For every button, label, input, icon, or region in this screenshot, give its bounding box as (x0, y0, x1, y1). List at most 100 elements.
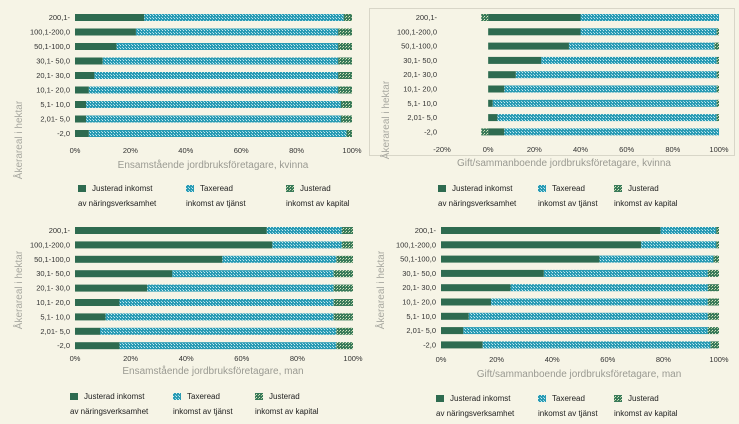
y-tick-label: 10,1- 20,0 (36, 298, 70, 307)
y-axis-label: Åkerareal i hektar (374, 250, 387, 329)
x-tick-label: 40% (178, 146, 193, 155)
bar-capital (343, 14, 352, 21)
bar-capital (333, 284, 353, 292)
legend-label-service: Taxeread (552, 394, 585, 403)
y-axis-label: Åkerareal i hektar (379, 80, 392, 159)
bar-capital (336, 255, 353, 263)
x-axis-title: Ensamstående jordbruksföretagare, man (122, 365, 303, 377)
legend-label-service-2: inkomst av tjänst (186, 199, 246, 208)
x-tick-label: 60% (234, 146, 249, 155)
legend-swatch-service (173, 393, 181, 400)
y-tick-label: 100,1-200,0 (30, 28, 70, 37)
y-tick-label: 10,1- 20,0 (403, 85, 437, 94)
bar-service (641, 241, 717, 249)
x-tick-label: 40% (573, 145, 588, 154)
x-tick-label: 0% (436, 355, 447, 364)
bar-capital (716, 114, 719, 122)
legend-swatch-business (436, 395, 444, 402)
bar-business (75, 270, 173, 278)
y-tick-label: 50,1-100,0 (34, 255, 70, 264)
legend-swatch-business (70, 393, 78, 400)
bar-business (488, 128, 505, 136)
legend-swatch-business (78, 185, 86, 192)
x-tick-label: 40% (179, 354, 194, 363)
legend: Justerad inkomst av näringsverksamhet Ta… (438, 184, 738, 214)
y-tick-label: 200,1- (415, 226, 437, 235)
x-axis-title: Ensamstående jordbruksföretagare, kvinna (118, 159, 309, 171)
x-tick-label: 40% (545, 355, 560, 364)
bar-capital (338, 72, 352, 79)
x-tick-label: 80% (290, 354, 305, 363)
bar-business (488, 71, 516, 79)
bar-capital (716, 99, 719, 107)
bar-service (541, 56, 717, 64)
bar-capital (338, 28, 352, 36)
y-tick-label: 200,1- (416, 13, 438, 22)
y-tick-label: 5,1- 10,0 (40, 312, 70, 321)
bar-capital (346, 130, 352, 137)
legend: Justerad inkomst av näringsverksamhet Ta… (78, 184, 378, 214)
bar-business (488, 28, 581, 36)
legend-label-business: Justerad inkomst (450, 394, 511, 403)
bar-service (580, 28, 717, 36)
x-axis-title: Gift/sammanboende jordbruksföretagare, k… (457, 158, 671, 169)
bar-service (147, 284, 334, 292)
bar-business (488, 85, 505, 93)
legend-label-service: Taxeread (200, 184, 233, 193)
bar-capital (338, 86, 352, 94)
bar-capital (716, 56, 719, 64)
bar-service (102, 57, 339, 65)
bar-business (75, 284, 148, 292)
y-tick-label: -2,0 (423, 340, 436, 349)
bar-capital (707, 327, 719, 335)
bar-business (75, 241, 273, 249)
bar-service (482, 341, 711, 349)
y-tick-label: 30,1- 50,0 (403, 56, 437, 65)
bar-business (75, 72, 95, 79)
bar-business (75, 130, 89, 137)
bar-capital (707, 269, 719, 277)
bar-service (660, 227, 717, 234)
x-tick-label: 100% (709, 145, 729, 154)
bar-capital (716, 85, 719, 93)
bar-business (75, 342, 120, 350)
bar-business (75, 43, 117, 50)
bar-service (172, 270, 334, 278)
bar-business (441, 227, 661, 234)
legend-swatch-service (186, 185, 194, 192)
bar-capital (333, 270, 353, 278)
x-tick-label: 60% (234, 354, 249, 363)
bar-service (468, 312, 708, 320)
bar-business (441, 312, 469, 320)
bar-capital (340, 115, 352, 123)
bar-capital (716, 71, 719, 79)
x-tick-label: 100% (709, 355, 729, 364)
bar-service (88, 130, 347, 137)
chart-single-women-plot: Åkerareal i hektar Ensamstående jordbruk… (12, 13, 362, 179)
y-tick-label: 2,01- 5,0 (40, 327, 70, 336)
bar-service (119, 342, 337, 350)
y-tick-label: 30,1- 50,0 (36, 269, 70, 278)
bar-capital (341, 227, 353, 234)
legend-label-capital-2: inkomst av kapital (614, 199, 678, 208)
y-tick-label: 200,1- (49, 13, 71, 22)
bar-capital (336, 342, 353, 350)
x-tick-label: 100% (342, 146, 362, 155)
chart-single-men: Åkerareal i hektar Ensamstående jordbruk… (0, 212, 370, 424)
bar-service (266, 227, 342, 234)
chart-married-women: Åkerareal i hektar Gift/sammanboende jor… (369, 0, 739, 212)
chart-single-men-plot: Åkerareal i hektar Ensamstående jordbruk… (12, 226, 363, 377)
legend-label-service: Taxeread (187, 392, 220, 401)
legend-label-business: Justerad inkomst (84, 392, 145, 401)
y-axis-label: Åkerareal i hektar (12, 100, 25, 179)
y-tick-label: 10,1- 20,0 (402, 298, 436, 307)
legend-label-service: Taxeread (552, 184, 585, 193)
legend-label-capital: Justerad (300, 184, 331, 193)
bar-service (515, 71, 717, 79)
bar-capital (710, 341, 719, 349)
x-tick-label: 60% (600, 355, 615, 364)
bar-business (75, 14, 145, 21)
bar-business (75, 101, 87, 108)
bar-business (441, 298, 492, 306)
y-tick-label: 5,1- 10,0 (40, 100, 70, 109)
